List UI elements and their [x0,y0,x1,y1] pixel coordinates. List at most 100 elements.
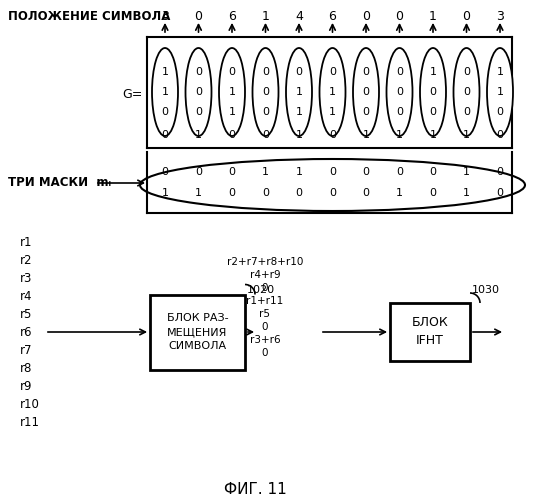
Text: 0: 0 [295,67,302,77]
Text: 0: 0 [161,167,169,177]
Text: 1: 1 [161,67,169,77]
Text: 0: 0 [363,67,370,77]
Text: 6: 6 [228,10,236,23]
Text: r1: r1 [20,236,33,248]
Ellipse shape [219,48,245,136]
Text: 0: 0 [195,87,202,97]
Text: 0: 0 [195,67,202,77]
Text: 1: 1 [229,87,235,97]
Text: 1: 1 [295,130,302,140]
Text: r4+r9: r4+r9 [250,270,280,280]
Text: 0: 0 [363,107,370,117]
Text: 1: 1 [295,107,302,117]
Text: 1: 1 [463,130,470,140]
Text: 1: 1 [497,67,504,77]
Text: 1: 1 [463,188,470,198]
Text: 0: 0 [229,188,235,198]
Text: 0: 0 [497,130,504,140]
Ellipse shape [140,159,525,211]
Ellipse shape [353,48,379,136]
Ellipse shape [453,48,480,136]
Ellipse shape [319,48,345,136]
Text: r5: r5 [260,309,271,319]
Text: 0: 0 [497,188,504,198]
Text: 0: 0 [362,10,370,23]
Text: r2+r7+r8+r10: r2+r7+r8+r10 [227,257,303,267]
Text: 0: 0 [463,67,470,77]
Text: 1: 1 [161,188,169,198]
Text: 1: 1 [497,87,504,97]
Text: 0: 0 [396,87,403,97]
Text: 1: 1 [295,167,302,177]
Text: ФИГ. 11: ФИГ. 11 [224,482,286,498]
Text: 1: 1 [161,87,169,97]
Text: 1: 1 [295,87,302,97]
FancyBboxPatch shape [150,294,245,370]
Text: 3: 3 [161,10,169,23]
Text: 0: 0 [229,130,235,140]
Text: 0: 0 [429,188,436,198]
Text: 3: 3 [496,10,504,23]
Text: 1020: 1020 [247,285,275,295]
Text: 0: 0 [396,67,403,77]
Text: 0: 0 [396,167,403,177]
Text: r11: r11 [20,416,40,428]
Text: 0: 0 [262,130,269,140]
Text: 0: 0 [363,167,370,177]
Text: 1: 1 [429,67,436,77]
Text: 0: 0 [195,167,202,177]
Ellipse shape [387,48,412,136]
Text: r5: r5 [20,308,33,320]
Text: 6: 6 [328,10,336,23]
Text: G=: G= [123,88,143,102]
Text: 0: 0 [194,10,202,23]
Text: 1: 1 [329,87,336,97]
Text: 1: 1 [429,130,436,140]
Text: 0: 0 [262,107,269,117]
Text: 1: 1 [262,167,269,177]
Text: 1: 1 [363,130,370,140]
Text: 0: 0 [329,130,336,140]
Text: 1: 1 [396,130,403,140]
Text: 1: 1 [229,107,235,117]
Text: 0: 0 [295,188,302,198]
Text: 0: 0 [161,130,169,140]
Text: r2: r2 [20,254,33,266]
Text: 0: 0 [195,107,202,117]
Text: r8: r8 [20,362,33,374]
FancyBboxPatch shape [390,303,470,361]
Text: 0: 0 [329,67,336,77]
Ellipse shape [152,48,178,136]
Text: 1030: 1030 [472,285,500,295]
Text: 0: 0 [262,322,268,332]
Text: r7: r7 [20,344,33,356]
Ellipse shape [420,48,446,136]
Text: 1: 1 [329,107,336,117]
Text: r1+r11: r1+r11 [246,296,284,306]
Text: 0: 0 [429,167,436,177]
Ellipse shape [487,48,513,136]
Text: 0: 0 [497,107,504,117]
Text: r10: r10 [20,398,40,410]
Text: 0: 0 [229,167,235,177]
Text: ТРИ МАСКИ  mᵢ: ТРИ МАСКИ mᵢ [8,176,111,190]
Text: r6: r6 [20,326,33,338]
Text: 4: 4 [295,10,303,23]
Text: 1: 1 [396,188,403,198]
Text: r3+r6: r3+r6 [250,335,280,345]
Text: 0: 0 [229,67,235,77]
Text: 0: 0 [497,167,504,177]
Ellipse shape [185,48,211,136]
Text: 1: 1 [262,10,270,23]
Ellipse shape [253,48,279,136]
Text: 0: 0 [463,87,470,97]
Text: 1: 1 [195,188,202,198]
Text: 0: 0 [429,107,436,117]
Text: 1: 1 [429,10,437,23]
Text: r4: r4 [20,290,33,302]
Text: 0: 0 [463,107,470,117]
Text: 0: 0 [396,10,404,23]
Text: 0: 0 [429,87,436,97]
Text: r9: r9 [20,380,33,392]
Text: 0: 0 [262,283,268,293]
